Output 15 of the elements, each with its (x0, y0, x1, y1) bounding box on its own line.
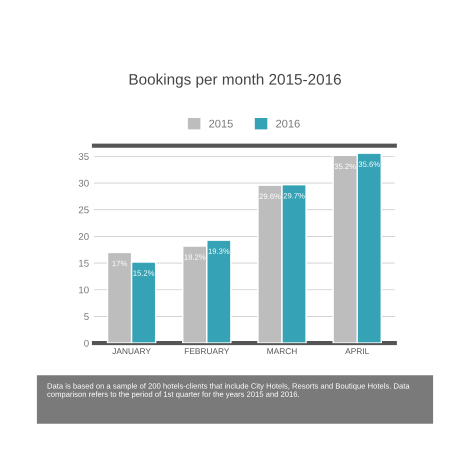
y-tick-label: 35 (78, 153, 89, 160)
y-tick-label: 30 (78, 180, 89, 187)
y-tick-label: 15 (79, 260, 89, 267)
legend-label: 2016 (276, 120, 300, 128)
x-tick-label: APRIL (345, 348, 369, 354)
x-tick-label: JANUARY (112, 348, 151, 354)
chart-title: Bookings per month 2015-2016 (130, 74, 341, 88)
y-tick-label: 25 (78, 206, 89, 214)
y-tick-label: 5 (84, 313, 89, 320)
legend-label: 2015 (209, 120, 233, 128)
x-tick-label: FEBRUARY (184, 348, 230, 354)
y-tick-label: 20 (78, 233, 89, 240)
x-tick-label: MARCH (267, 348, 297, 354)
y-tick-label: 10 (79, 286, 89, 294)
y-tick-label: 0 (84, 340, 89, 347)
